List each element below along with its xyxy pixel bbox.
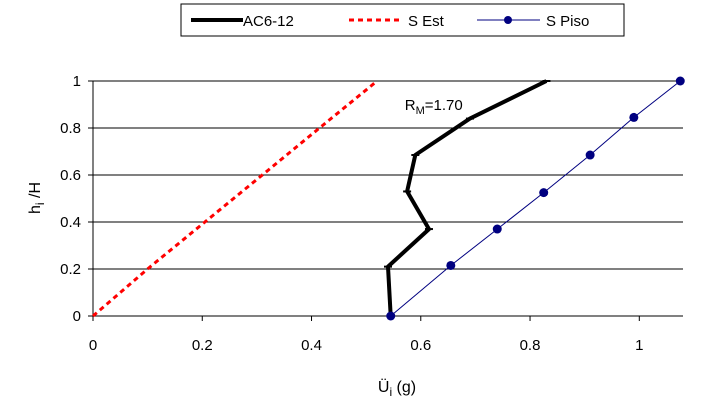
point-s-piso-6 xyxy=(675,76,685,86)
point-s-piso-4 xyxy=(585,150,595,160)
x-tick-label-0.8: 0.8 xyxy=(520,337,541,354)
point-s-piso-3 xyxy=(539,188,549,198)
legend-label-ac6-12: AC6-12 xyxy=(243,13,294,30)
rm-annotation: RM=1.70 xyxy=(405,97,463,117)
legend: AC6-12 S Est S Piso xyxy=(180,3,625,37)
legend-box xyxy=(180,3,625,37)
legend-label-s-est: S Est xyxy=(408,13,445,30)
legend-marker-s-piso xyxy=(504,16,512,24)
x-tick-label-0.4: 0.4 xyxy=(301,337,322,354)
y-tick-label-0: 0 xyxy=(73,308,81,325)
point-s-piso-0 xyxy=(386,311,396,321)
x-tick-label-0.6: 0.6 xyxy=(410,337,431,354)
x-tick-label-0: 0 xyxy=(89,337,97,354)
series-line-ac6-12 xyxy=(386,79,548,317)
point-s-piso-5 xyxy=(629,112,639,122)
x-tick-label-1: 1 xyxy=(635,337,643,354)
y-tick-label-0.2: 0.2 xyxy=(60,261,81,278)
series-line-s-est xyxy=(92,79,379,318)
x-tick-label-0.2: 0.2 xyxy=(192,337,213,354)
y-axis-label: hi /H xyxy=(27,182,47,214)
x-axis-label: Üi (g) xyxy=(378,378,416,399)
legend-label-s-piso: S Piso xyxy=(546,13,589,30)
gridlines xyxy=(88,80,683,317)
y-tick-labels: 0 0.2 0.4 0.6 0.8 1 xyxy=(60,73,81,325)
x-tick-labels: 0 0.2 0.4 0.6 0.8 1 xyxy=(89,316,643,354)
y-tick-label-0.6: 0.6 xyxy=(60,167,81,184)
y-tick-label-1: 1 xyxy=(73,73,81,90)
point-s-piso-1 xyxy=(446,260,456,270)
point-s-piso-2 xyxy=(492,224,502,234)
y-tick-label-0.8: 0.8 xyxy=(60,120,81,137)
y-tick-label-0.4: 0.4 xyxy=(60,214,81,231)
series-group xyxy=(92,76,685,321)
